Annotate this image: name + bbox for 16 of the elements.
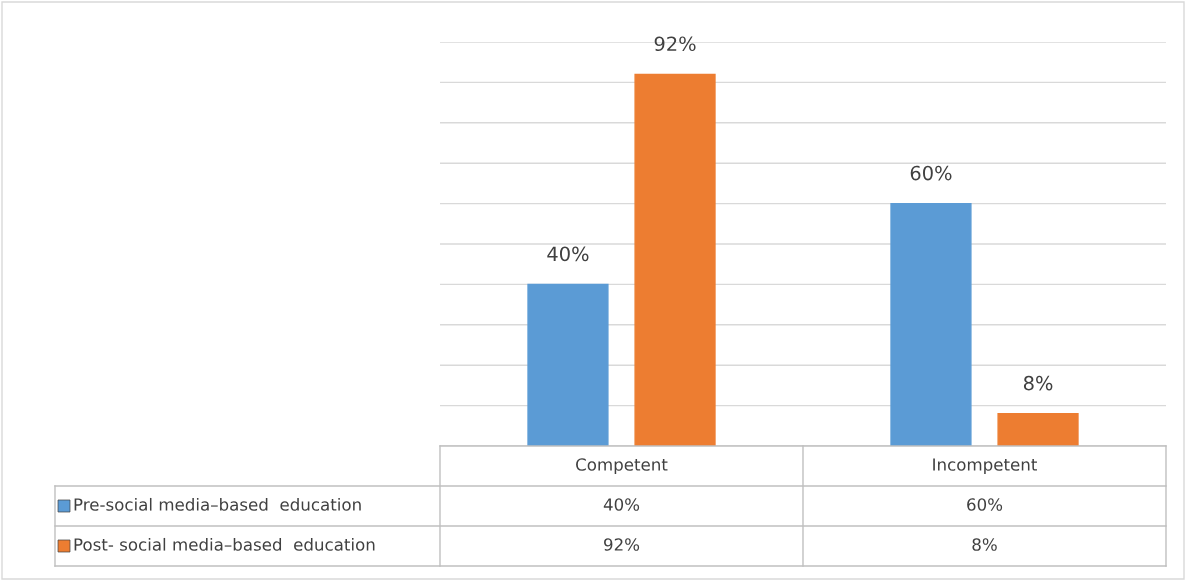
text: 40% bbox=[547, 246, 589, 262]
bar bbox=[527, 283, 609, 446]
legend-label: Pre-social media–based education bbox=[74, 497, 361, 511]
data-label: 92% bbox=[604, 538, 640, 551]
x-tick-label: Incompetent bbox=[933, 458, 1037, 475]
data-label: 8% bbox=[972, 538, 997, 551]
data-label: 60% bbox=[967, 498, 1003, 511]
x-tick-label: Competent bbox=[576, 458, 668, 475]
text: 92% bbox=[654, 36, 696, 52]
legend-label: Post- social media–based education bbox=[74, 537, 375, 551]
data-label: 40% bbox=[603, 498, 640, 511]
bar bbox=[634, 73, 716, 446]
text: 8% bbox=[1023, 375, 1053, 391]
bar bbox=[890, 202, 972, 446]
text: 60% bbox=[910, 165, 952, 181]
bar bbox=[997, 412, 1079, 446]
